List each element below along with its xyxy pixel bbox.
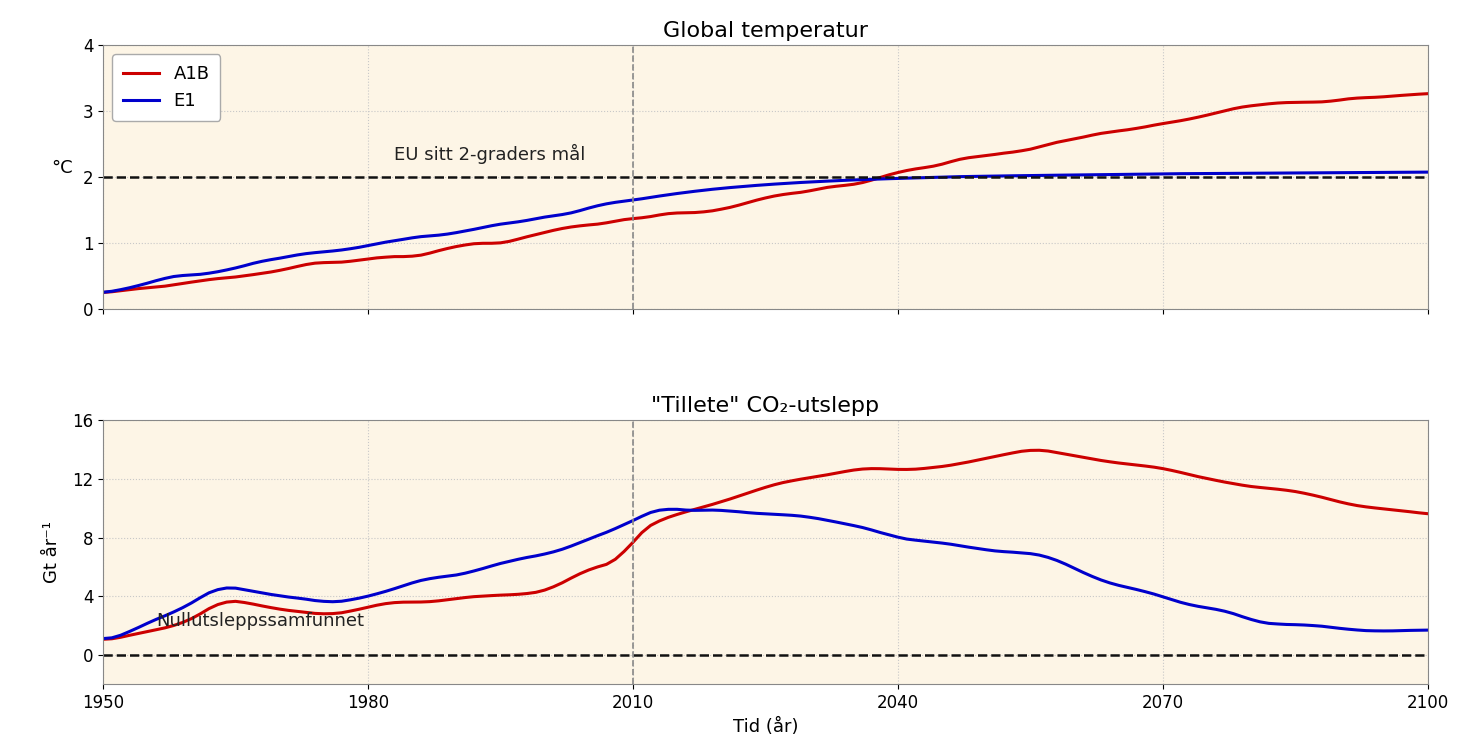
A1B [94, 288, 112, 297]
X-axis label: Tid (år): Tid (år) [733, 717, 798, 735]
E1 [1022, 171, 1039, 180]
Line: E1: E1 [103, 172, 1428, 293]
A1B [898, 166, 916, 175]
E1 [739, 181, 757, 190]
E1 [933, 172, 951, 181]
E1 [562, 208, 580, 217]
A1B [1419, 89, 1437, 99]
E1 [94, 288, 112, 297]
E1 [1419, 168, 1437, 177]
Title: "Tillete" CO₂-utslepp: "Tillete" CO₂-utslepp [652, 396, 879, 416]
A1B [1022, 144, 1039, 153]
Text: Nullutsleppssamfunnet: Nullutsleppssamfunnet [156, 612, 364, 630]
Y-axis label: °C: °C [52, 159, 72, 177]
Y-axis label: Gt år⁻¹: Gt år⁻¹ [43, 521, 60, 584]
Legend: A1B, E1: A1B, E1 [112, 54, 221, 121]
Text: EU sitt 2-graders mål: EU sitt 2-graders mål [394, 144, 586, 164]
A1B [933, 159, 951, 168]
E1 [898, 174, 916, 183]
A1B [1393, 91, 1410, 100]
Line: A1B: A1B [103, 94, 1428, 293]
A1B [562, 223, 580, 232]
E1 [1393, 168, 1410, 177]
Title: Global temperatur: Global temperatur [662, 21, 868, 41]
A1B [739, 198, 757, 207]
